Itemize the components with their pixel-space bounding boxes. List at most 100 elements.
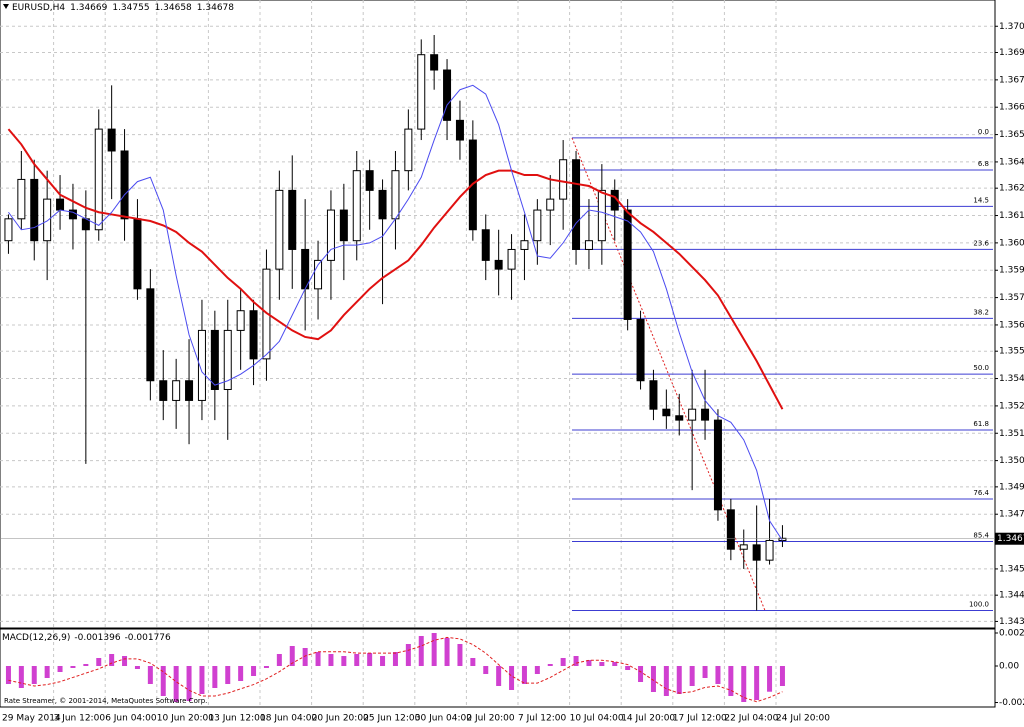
macd-bar: [238, 666, 244, 681]
candle-body: [4, 218, 13, 242]
candle-body: [507, 248, 516, 270]
fib-label: 76.4: [973, 489, 989, 497]
chart-header: EURUSD,H4 1.34669 1.34755 1.34658 1.34678: [12, 3, 234, 13]
moving-average: [8, 84, 783, 541]
x-tick-label: 10 Jun 20:00: [157, 714, 214, 724]
y-tick-label: 1.36650: [999, 103, 1024, 113]
macd-bar: [444, 638, 450, 666]
x-tick-label: 29 May 2014: [2, 714, 61, 724]
candle-body: [597, 189, 606, 242]
y-tick-label: 1.35780: [999, 293, 1024, 303]
macd-bar: [367, 653, 373, 666]
candle-body: [94, 128, 103, 231]
candle-body: [481, 229, 490, 261]
fib-label: 23.6: [973, 239, 989, 247]
x-tick-label: 2 Jul 20:00: [466, 714, 515, 724]
x-tick-label: 10 Jul 04:00: [570, 714, 624, 724]
candle-body: [417, 54, 426, 130]
macd-bar: [754, 666, 760, 700]
macd-bar: [534, 666, 540, 674]
macd-bar: [212, 666, 218, 688]
macd-bar: [650, 666, 656, 692]
candle-body: [301, 248, 310, 290]
y-tick-label: 1.34420: [999, 591, 1024, 601]
candle-body: [223, 329, 232, 390]
y-tick-label: 1.34915: [999, 482, 1024, 492]
macd-bar: [31, 666, 37, 684]
macd-bar: [380, 656, 386, 666]
fib-label: 61.8: [973, 420, 989, 428]
fib-label: 50.0: [973, 364, 989, 372]
x-tick-label: 14 Jul 20:00: [621, 714, 675, 724]
macd-bar: [560, 658, 566, 666]
macd-bar: [83, 664, 89, 666]
macd-bar: [160, 666, 166, 696]
footer: Rate Streamer, © 2001-2014, MetaQuotes S…: [4, 697, 207, 705]
header-value: 1.34658: [155, 3, 192, 13]
candle-body: [172, 380, 181, 401]
candle-body: [249, 310, 258, 360]
x-tick-label: 30 Jun 04:00: [415, 714, 472, 724]
candle-body: [56, 198, 65, 211]
macd-bar: [263, 666, 269, 668]
candle-body: [17, 178, 26, 220]
y-tick-label: 1.35905: [999, 266, 1024, 276]
candle-body: [365, 170, 374, 191]
macd-bar: [676, 666, 682, 694]
candle-body: [688, 408, 697, 421]
y-tick-label: 1.36900: [999, 48, 1024, 58]
fib-label: 100.0: [969, 600, 989, 608]
candle-body: [584, 240, 593, 250]
candle-body: [455, 119, 464, 141]
y-tick-label: 1.37020: [999, 22, 1024, 32]
candle-body: [314, 259, 323, 290]
macd-signal: [8, 636, 783, 703]
header-value: EURUSD,H4: [12, 3, 65, 13]
macd-bar: [57, 666, 63, 672]
candle-body: [107, 128, 116, 152]
candle-body: [494, 259, 503, 270]
macd-bar: [547, 664, 553, 666]
macd-bar: [96, 658, 102, 666]
candle-body: [30, 178, 39, 242]
x-tick-label: 7 Jul 12:00: [518, 714, 567, 724]
macd-bar: [44, 666, 50, 678]
macd-bar: [779, 666, 785, 686]
y-tick-label: 1.35035: [999, 456, 1024, 466]
y-tick-label: 1.36775: [999, 75, 1024, 85]
y-tick-label: 1.35160: [999, 429, 1024, 439]
macd-bar: [573, 656, 579, 666]
y-tick-label: 1.36030: [999, 238, 1024, 248]
macd-bar: [470, 658, 476, 666]
candle-body: [159, 380, 168, 401]
candle-body: [352, 170, 361, 242]
candle-body: [559, 159, 568, 200]
x-tick-label: 13 Jun 12:00: [208, 714, 265, 724]
macd-bar: [728, 666, 734, 696]
menu-arrow[interactable]: [3, 4, 9, 9]
macd-bar: [612, 662, 618, 666]
fib-label: 14.5: [973, 196, 989, 204]
candle-body: [391, 170, 400, 220]
candle-body: [120, 150, 129, 220]
x-tick-label: 20 Jun 20:00: [312, 714, 369, 724]
macd-bar: [199, 666, 205, 694]
candle-body: [378, 189, 387, 220]
moving-average: [7, 128, 784, 410]
macd-bar: [457, 644, 463, 666]
candle-body: [288, 189, 297, 250]
candle-body: [443, 69, 452, 121]
x-tick-label: 18 Jun 04:00: [260, 714, 317, 724]
macd-bar: [134, 666, 140, 669]
macd-bar: [354, 654, 360, 666]
fib-label: 0.0: [978, 128, 989, 136]
macd-bar: [715, 666, 721, 684]
candle-body: [430, 54, 439, 71]
macd-bar: [625, 666, 631, 670]
candle-body: [623, 209, 632, 320]
candle-body: [546, 198, 555, 211]
macd-bar: [225, 666, 231, 684]
macd-bar: [302, 648, 308, 666]
macd-bar: [147, 666, 153, 684]
